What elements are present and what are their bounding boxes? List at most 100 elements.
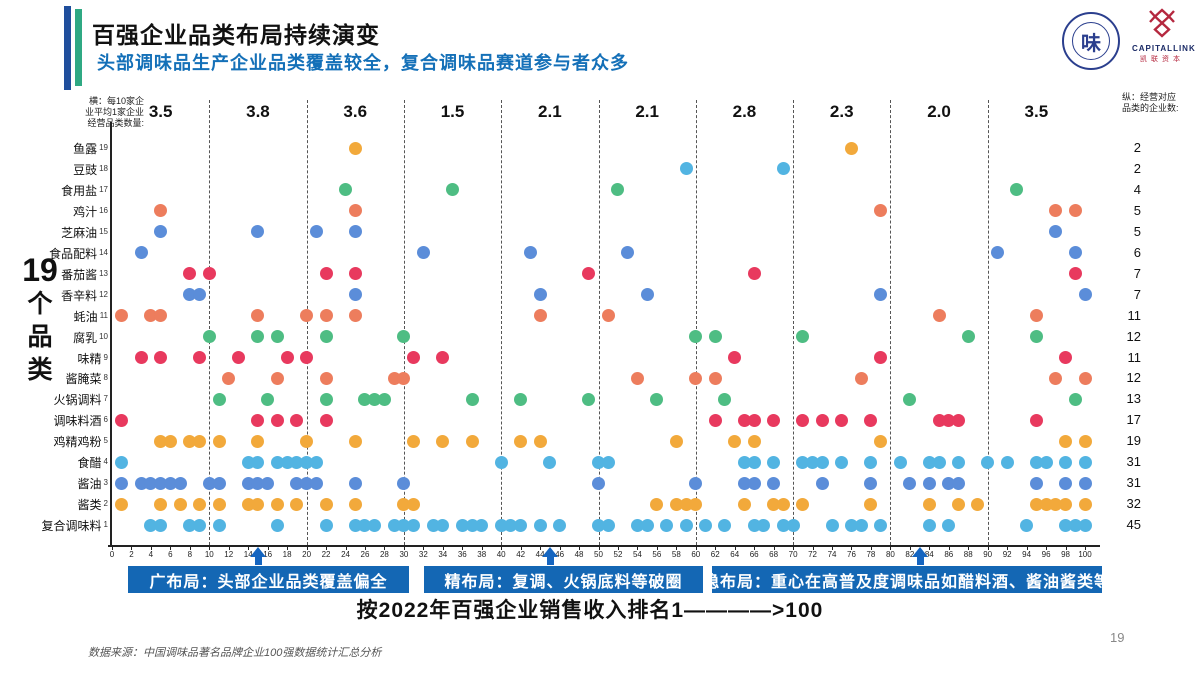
banner: 精布局：复调、火锅底料等破圈: [424, 566, 703, 593]
data-point-酱腌菜: [630, 371, 644, 385]
data-point-酱类: [864, 497, 878, 511]
data-point-芝麻油: [251, 225, 265, 239]
group-average-label: 2.8: [732, 102, 757, 121]
category-label: 蚝油: [73, 309, 98, 324]
data-point-味精: [154, 351, 168, 364]
tick-label: 18: [282, 550, 292, 559]
data-point-复合调味料: [679, 518, 693, 532]
data-point-味精: [231, 351, 245, 364]
category-index: 14: [99, 247, 108, 257]
category-index: 3: [103, 478, 108, 488]
tick-mark: [481, 546, 483, 550]
data-point-酱类: [193, 497, 207, 511]
tick-mark: [987, 546, 989, 550]
capitallink-monogram-icon: [1149, 8, 1175, 38]
count-label: 7: [1133, 286, 1141, 302]
data-point-食醋: [747, 455, 761, 469]
category-label: 鸡汁: [73, 204, 98, 219]
banner: 广布局：头部企业品类覆盖偏全: [128, 566, 409, 593]
data-point-蚝油: [154, 309, 168, 323]
grid-line: [598, 100, 600, 545]
arrow-marker-stem: [916, 556, 924, 565]
data-point-蚝油: [251, 309, 265, 323]
data-point-食醋: [864, 455, 878, 469]
data-point-复合调味料: [533, 518, 547, 532]
category-index: 2: [103, 499, 108, 509]
tick-mark: [306, 546, 308, 550]
data-point-鸡精鸡粉: [1078, 434, 1092, 448]
data-point-鱼露: [348, 141, 362, 155]
tick-label: 56: [652, 550, 662, 559]
axis-note-left-line: 业平均1家企业: [84, 107, 144, 117]
tick-mark: [189, 546, 191, 550]
data-point-酱类: [407, 497, 421, 511]
data-point-酱腌菜: [708, 371, 722, 385]
data-point-调味料酒: [796, 413, 810, 427]
data-point-酱油: [592, 476, 605, 490]
tick-mark: [540, 546, 542, 550]
tick-mark: [754, 546, 756, 550]
data-point-味精: [874, 351, 888, 364]
tick-mark: [793, 546, 795, 550]
data-point-火锅调料: [903, 392, 917, 406]
data-point-复合调味料: [601, 518, 615, 532]
data-point-酱类: [270, 497, 284, 511]
data-point-腐乳: [202, 330, 216, 344]
category-index: 1: [103, 520, 108, 530]
data-point-豆豉: [679, 162, 693, 176]
data-point-香辛料: [533, 288, 547, 302]
data-point-酱油: [173, 476, 187, 490]
category-index: 11: [99, 310, 108, 320]
data-point-番茄酱: [183, 267, 197, 281]
tick-label: 90: [983, 550, 993, 559]
tick-mark: [870, 546, 872, 550]
tick-label: 24: [341, 550, 350, 559]
arrow-marker-icon: [911, 547, 928, 557]
category-count-char: 品: [27, 323, 53, 351]
tick-label: 20: [302, 550, 312, 559]
data-point-鸡汁: [1049, 204, 1063, 218]
data-point-复合调味料: [640, 518, 654, 532]
data-point-食醋: [543, 455, 557, 469]
axis-note-right-line: 品类的企业数:: [1122, 103, 1179, 113]
data-point-味精: [300, 351, 314, 364]
data-point-腐乳: [708, 330, 722, 344]
category-index: 10: [99, 331, 108, 341]
data-point-酱类: [251, 497, 265, 511]
data-point-复合调味料: [455, 518, 469, 532]
group-average-label: 2.1: [538, 102, 562, 121]
data-point-芝麻油: [309, 225, 323, 239]
data-point-酱油: [261, 476, 275, 490]
data-point-调味料酒: [290, 413, 304, 427]
tick-label: 22: [321, 550, 331, 559]
data-point-酱腌菜: [270, 371, 284, 385]
data-point-复合调味料: [942, 518, 956, 532]
tick-mark: [150, 546, 152, 550]
tick-label: 32: [418, 550, 428, 559]
data-point-酱油: [903, 476, 917, 490]
data-point-火锅调料: [514, 392, 528, 406]
tick-label: 58: [671, 550, 681, 559]
data-point-酱油: [1029, 476, 1043, 490]
data-point-酱油: [397, 476, 411, 490]
tick-mark: [403, 546, 405, 550]
count-label: 12: [1126, 370, 1141, 386]
tick-mark: [209, 546, 211, 550]
category-index: 15: [99, 226, 108, 236]
tick-mark: [345, 546, 347, 550]
tick-label: 76: [847, 550, 856, 559]
data-point-鸡精鸡粉: [436, 434, 450, 448]
data-point-食醋: [1000, 455, 1014, 469]
row-label: 食品配料 14: [0, 245, 108, 262]
tick-label: 92: [1002, 550, 1012, 559]
data-point-鸡精鸡粉: [407, 434, 421, 448]
tick-label: 88: [963, 550, 973, 559]
page-title: 百强企业品类布局持续演变: [92, 22, 380, 48]
data-point-酱腌菜: [222, 371, 236, 385]
data-point-酱油: [952, 476, 965, 490]
row-label: 酱腌菜 8: [0, 370, 108, 387]
data-point-复合调味料: [660, 518, 674, 532]
tick-label: 62: [710, 550, 720, 559]
data-point-火锅调料: [212, 392, 226, 406]
